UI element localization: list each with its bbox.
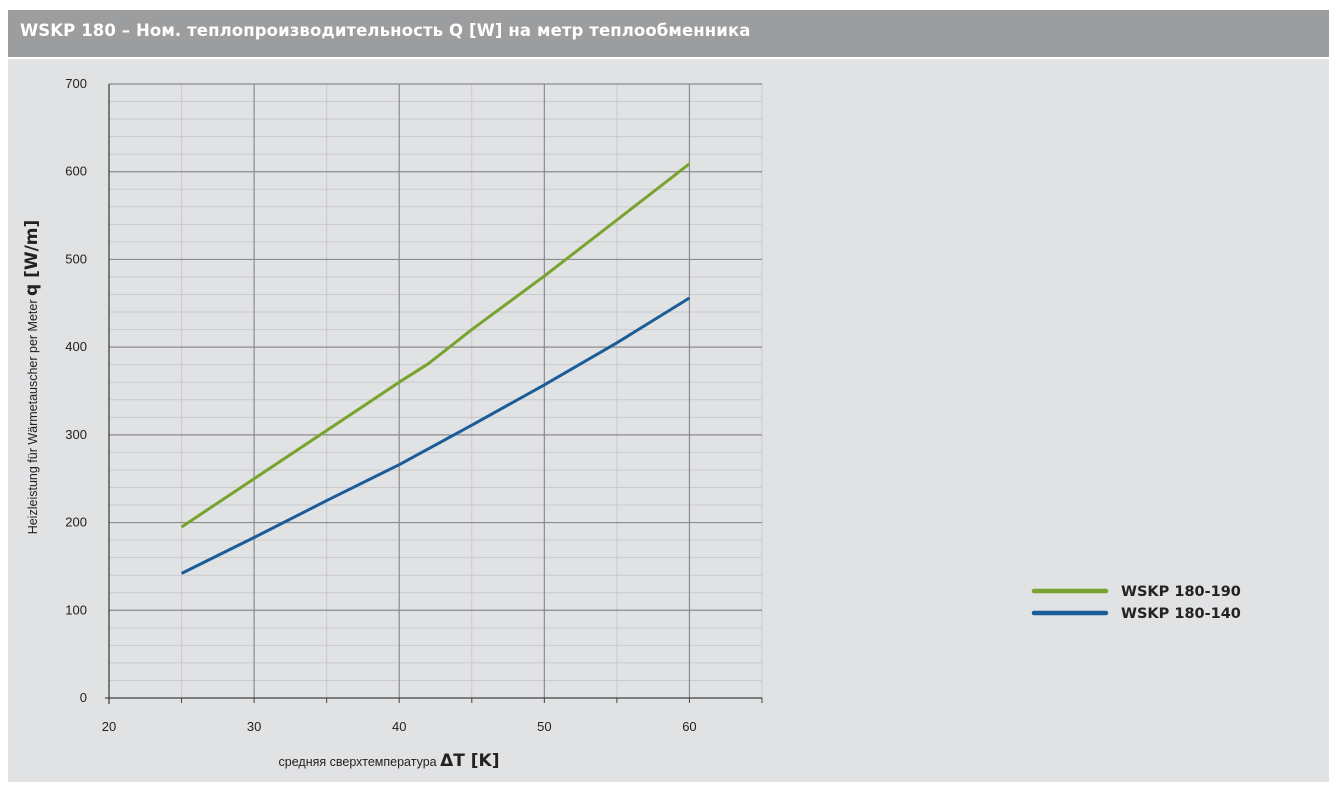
x-axis-label: средняя сверхтемпература ΔT [K] — [279, 751, 500, 771]
y-tick-label: 200 — [65, 515, 87, 530]
chart-header: WSKP 180 – Ном. теплопроизводительность … — [8, 10, 1329, 57]
grid-minor — [109, 84, 763, 698]
y-tick-label: 500 — [65, 251, 87, 266]
x-tick-label: 20 — [102, 719, 116, 734]
chart-panel: WSKP 180 – Ном. теплопроизводительность … — [8, 10, 1329, 782]
y-tick-label: 600 — [65, 164, 87, 179]
legend: WSKP 180-190 WSKP 180-140 — [1031, 584, 1241, 622]
series-line-2 — [180, 296, 691, 575]
tick-labels: 0 100 200 300 400 500 600 700 20 30 40 50 60 — [65, 76, 696, 734]
legend-label-1: WSKP 180-190 — [1121, 584, 1241, 600]
header-divider — [8, 57, 1329, 59]
grid-major — [109, 83, 762, 698]
y-tick-label: 400 — [65, 339, 87, 354]
y-tick-label: 700 — [65, 76, 87, 91]
x-axis-label-text: средняя сверхтемпература — [279, 755, 441, 769]
x-tick-label: 40 — [392, 719, 406, 734]
x-tick-label: 30 — [247, 719, 261, 734]
series-line-1 — [180, 162, 691, 529]
chart-title-prefix: WSKP 180 – — [20, 21, 136, 40]
x-tick-label: 50 — [537, 719, 551, 734]
y-tick-label: 300 — [65, 427, 87, 442]
y-axis-label: Heizleistung für Wärmetauscher per Meter… — [22, 220, 42, 535]
x-tick-label: 60 — [682, 719, 696, 734]
y-tick-label: 0 — [80, 690, 87, 705]
chart-title: WSKP 180 – Ном. теплопроизводительность … — [20, 21, 750, 40]
series-lines — [180, 162, 691, 575]
y-axis-label-text: Heizleistung für Wärmetauscher per Meter — [26, 296, 40, 534]
y-axis-label-unit: q [W/m] — [22, 220, 42, 296]
chart-title-main: Ном. теплопроизводительность Q [W] на ме… — [136, 21, 751, 40]
x-axis-label-unit: ΔT [K] — [440, 751, 499, 771]
legend-label-2: WSKP 180-140 — [1121, 606, 1241, 622]
y-tick-label: 100 — [65, 602, 87, 617]
axes — [105, 84, 763, 704]
